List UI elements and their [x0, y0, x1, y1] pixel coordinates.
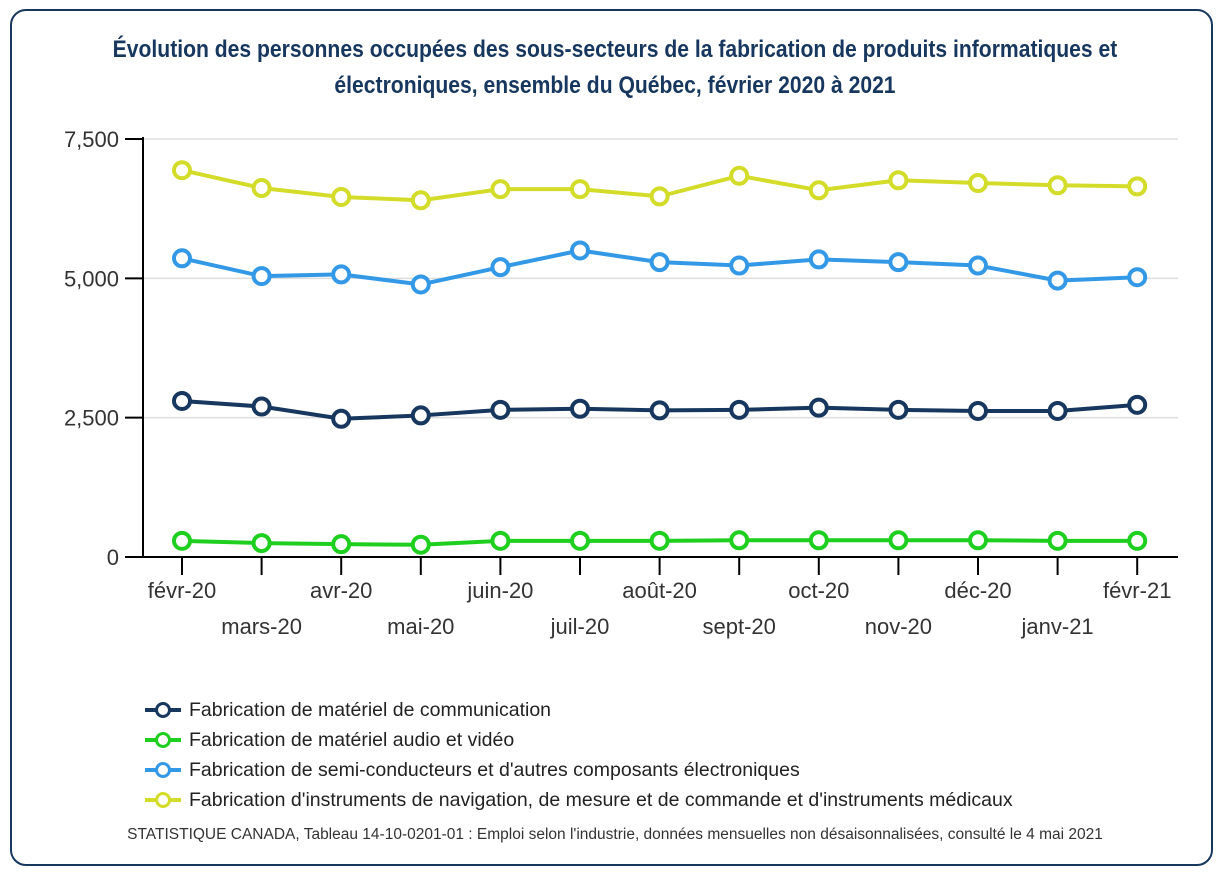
legend-marker-icon — [145, 790, 181, 810]
legend-label: Fabrication de matériel audio et vidéo — [189, 728, 515, 751]
data-point — [331, 408, 352, 429]
x-tick-label: oct-20 — [788, 578, 849, 603]
chart-title: Évolution des personnes occupées des sou… — [112, 36, 1118, 99]
x-tick-label: févr-20 — [148, 578, 216, 603]
data-point — [968, 400, 988, 421]
y-tick-label: 2,500 — [64, 406, 119, 431]
data-point — [410, 534, 431, 555]
x-tick-label: juil-20 — [550, 614, 610, 639]
x-tick-label: mars-20 — [221, 614, 302, 639]
legend-label: Fabrication d'instruments de navigation,… — [189, 788, 1013, 811]
data-point — [1047, 270, 1068, 291]
data-point — [570, 240, 590, 261]
legend-marker-icon — [145, 760, 181, 780]
legend-marker-icon — [145, 700, 181, 720]
legend-item: Fabrication de matériel de communication — [145, 695, 1013, 725]
data-point — [251, 396, 272, 417]
data-point — [172, 530, 192, 551]
data-point — [808, 397, 829, 418]
data-point — [888, 170, 909, 191]
data-point — [729, 165, 750, 186]
legend: Fabrication de matériel de communication… — [145, 695, 1013, 815]
data-point — [490, 179, 511, 200]
data-point — [331, 186, 352, 207]
chart-card — [10, 9, 1213, 866]
data-point — [808, 180, 829, 201]
data-point — [968, 530, 988, 551]
data-point — [251, 266, 272, 287]
data-point — [490, 399, 511, 420]
data-point — [649, 186, 670, 207]
data-point — [172, 160, 192, 181]
data-point — [808, 249, 829, 270]
x-tick-label: août-20 — [622, 578, 697, 603]
legend-label: Fabrication de semi-conducteurs et d'aut… — [189, 758, 800, 781]
data-point — [1127, 176, 1148, 197]
legend-marker-icon — [145, 730, 181, 750]
data-point — [251, 533, 272, 554]
data-point — [968, 173, 988, 194]
data-point — [729, 399, 750, 420]
data-point — [490, 530, 511, 551]
data-point — [649, 252, 670, 273]
data-point — [1127, 530, 1148, 551]
data-point — [1127, 267, 1148, 288]
source-note: STATISTIQUE CANADA, Tableau 14-10-0201-0… — [127, 826, 1103, 843]
data-point — [729, 530, 750, 551]
data-point — [410, 190, 431, 211]
data-point — [172, 248, 192, 269]
data-point — [570, 398, 590, 419]
data-point — [888, 399, 909, 420]
data-point — [251, 178, 272, 199]
y-tick-label: 7,500 — [64, 127, 119, 152]
data-point — [1047, 175, 1068, 196]
data-point — [888, 252, 909, 273]
x-tick-label: févr-21 — [1103, 578, 1171, 603]
x-tick-label: juin-20 — [466, 578, 533, 603]
x-tick-label: déc-20 — [944, 578, 1011, 603]
data-point — [649, 400, 670, 421]
data-point — [490, 257, 511, 278]
legend-item: Fabrication de matériel audio et vidéo — [145, 725, 1013, 755]
legend-label: Fabrication de matériel de communication — [189, 698, 552, 721]
legend-item: Fabrication de semi-conducteurs et d'aut… — [145, 755, 1013, 785]
data-point — [649, 530, 670, 551]
y-tick-label: 0 — [107, 545, 119, 570]
x-tick-label: janv-21 — [1021, 614, 1094, 639]
x-tick-label: nov-20 — [865, 614, 932, 639]
data-point — [570, 530, 590, 551]
data-point — [410, 274, 431, 295]
data-point — [1047, 530, 1068, 551]
data-point — [1047, 400, 1068, 421]
data-point — [968, 255, 988, 276]
data-point — [570, 179, 590, 200]
data-point — [729, 255, 750, 276]
data-point — [808, 530, 829, 551]
y-tick-label: 5,000 — [64, 266, 119, 291]
data-point — [888, 530, 909, 551]
x-tick-label: sept-20 — [703, 614, 776, 639]
data-point — [331, 534, 352, 555]
x-tick-label: avr-20 — [310, 578, 372, 603]
data-point — [410, 405, 431, 426]
x-tick-label: mai-20 — [387, 614, 454, 639]
legend-item: Fabrication d'instruments de navigation,… — [145, 785, 1013, 815]
data-point — [1127, 394, 1148, 415]
data-point — [331, 264, 352, 285]
data-point — [172, 390, 192, 411]
